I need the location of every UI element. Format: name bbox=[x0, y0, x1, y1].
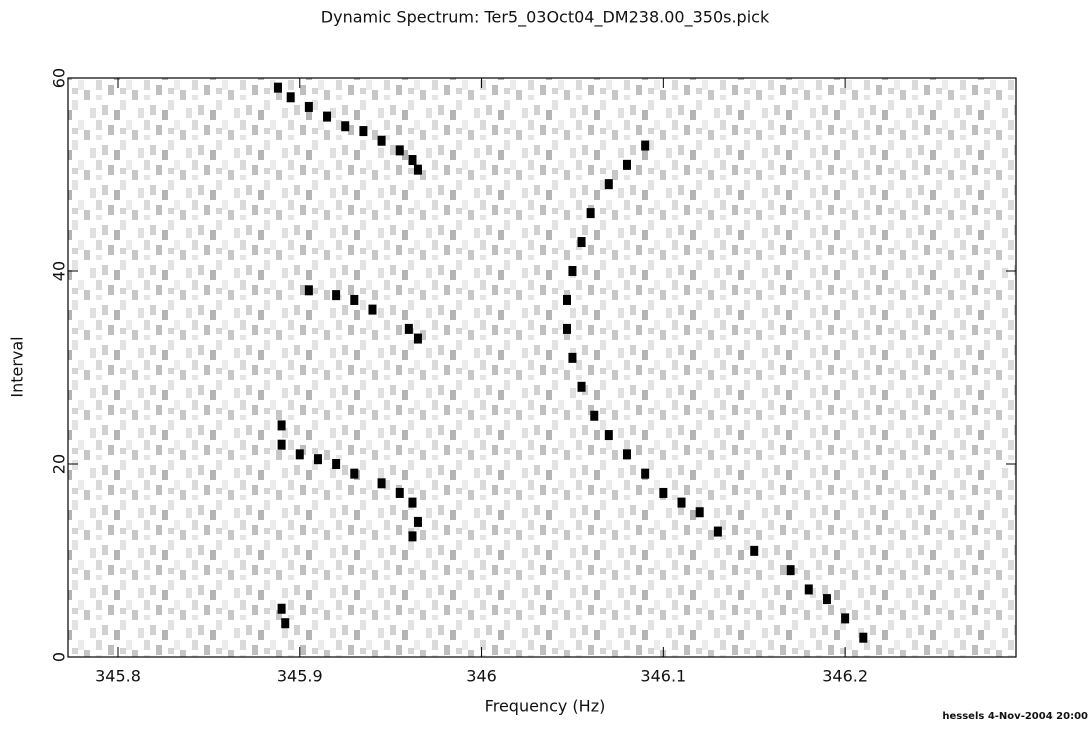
signal-pixel bbox=[804, 584, 813, 595]
signal-pixel bbox=[562, 294, 571, 305]
signal-pixel bbox=[659, 487, 668, 498]
signal-pixel bbox=[577, 381, 586, 392]
signal-pixel bbox=[577, 237, 586, 248]
y-tick-label: 60 bbox=[50, 68, 69, 88]
signal-pixel bbox=[273, 82, 282, 93]
signal-pixel bbox=[841, 613, 850, 624]
signal-pixel bbox=[408, 155, 417, 166]
signal-pixel bbox=[604, 430, 613, 441]
signal-pixel bbox=[413, 516, 422, 527]
y-tick-label: 0 bbox=[50, 652, 69, 662]
chart-title: Dynamic Spectrum: Ter5_03Oct04_DM238.00_… bbox=[321, 8, 770, 28]
signal-pixel bbox=[277, 439, 286, 450]
x-tick-label: 345.8 bbox=[95, 667, 141, 686]
signal-pixel bbox=[562, 323, 571, 334]
signal-pixel bbox=[604, 179, 613, 190]
y-axis-label: Interval bbox=[8, 336, 27, 397]
signal-pixel bbox=[350, 294, 359, 305]
signal-pixel bbox=[332, 290, 341, 301]
signal-pixel bbox=[404, 323, 413, 334]
signal-pixel bbox=[622, 449, 631, 460]
signal-pixel bbox=[304, 285, 313, 296]
signal-pixel bbox=[750, 545, 759, 556]
signal-pixel bbox=[641, 468, 650, 479]
signal-pixel bbox=[586, 208, 595, 219]
signal-pixel bbox=[295, 449, 304, 460]
signal-pixel bbox=[377, 135, 386, 146]
signal-pixel bbox=[368, 304, 377, 315]
signal-pixel bbox=[277, 603, 286, 614]
signal-pixel bbox=[568, 266, 577, 276]
signal-pixel bbox=[677, 497, 686, 508]
signal-pixel bbox=[395, 145, 404, 156]
signal-pixel bbox=[286, 92, 295, 103]
x-tick-label: 346.2 bbox=[822, 667, 868, 686]
signal-pixel bbox=[590, 410, 599, 421]
signal-pixel bbox=[304, 101, 313, 112]
signal-pixel bbox=[641, 140, 650, 151]
signal-pixel bbox=[277, 420, 286, 431]
signal-pixel bbox=[350, 468, 359, 479]
signal-pixel bbox=[713, 526, 722, 537]
signal-pixel bbox=[622, 159, 631, 170]
x-tick-label: 346.1 bbox=[640, 667, 686, 686]
signal-pixel bbox=[413, 164, 422, 175]
signal-pixel bbox=[822, 594, 831, 605]
signal-pixel bbox=[413, 333, 422, 344]
x-tick-label: 345.9 bbox=[277, 667, 323, 686]
y-tick-label: 40 bbox=[50, 261, 69, 281]
signal-pixel bbox=[859, 632, 868, 643]
signal-pixel bbox=[568, 352, 577, 363]
x-axis-label: Frequency (Hz) bbox=[485, 697, 606, 716]
footer: hessels 4-Nov-2004 20:00 bbox=[942, 711, 1088, 722]
x-tick-label: 346 bbox=[466, 667, 497, 686]
signal-pixel bbox=[408, 497, 417, 508]
signal-pixel bbox=[341, 121, 350, 132]
signal-pixel bbox=[408, 531, 417, 542]
noise-texture bbox=[68, 78, 1016, 657]
signal-pixel bbox=[786, 565, 795, 576]
signal-pixel bbox=[332, 459, 341, 469]
signal-pixel bbox=[359, 126, 368, 137]
y-tick-label: 20 bbox=[50, 454, 69, 474]
signal-pixel bbox=[695, 507, 704, 518]
signal-pixel bbox=[313, 454, 322, 465]
plot-frame bbox=[67, 77, 1017, 658]
signal-pixel bbox=[377, 478, 386, 489]
signal-pixel bbox=[395, 487, 404, 498]
signal-pixel bbox=[281, 618, 290, 629]
signal-pixel bbox=[323, 111, 332, 122]
